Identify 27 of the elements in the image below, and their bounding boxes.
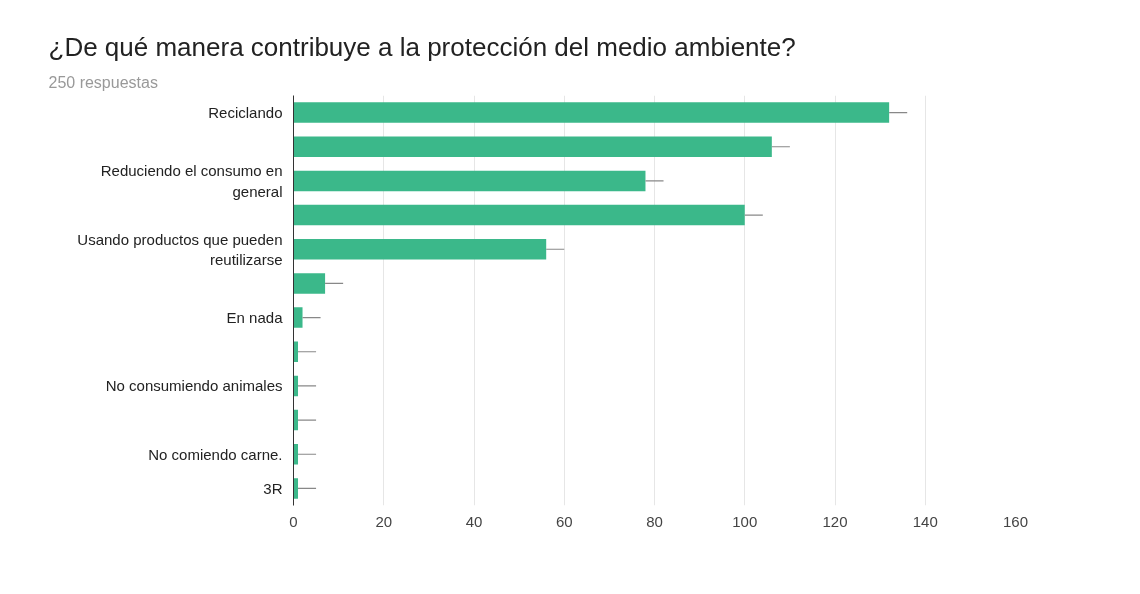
x-tick-label: 120 (822, 512, 848, 530)
bar (293, 273, 326, 294)
bar (293, 478, 299, 499)
text: 250 respuestas (48, 73, 158, 91)
x-tick-label: 140 (912, 512, 938, 530)
y-tick-label: Usando productos que pueden reutilizarse (77, 230, 283, 268)
bar (293, 102, 890, 123)
y-tick-label: No comiendo carne. (148, 445, 283, 463)
bar (293, 204, 745, 226)
x-tick-label: 40 (465, 512, 483, 530)
bar (293, 170, 646, 192)
x-tick-label: 20 (375, 512, 393, 530)
chart-title: ¿De qué manera contribuye a la protección del medio ambiente? (48, 31, 796, 62)
bar (293, 239, 547, 260)
y-tick-label: Reduciendo el consumo en general (100, 162, 283, 200)
bar (293, 444, 299, 465)
y-tick-label: En nada (226, 309, 284, 327)
y-tick-label: Reciclando (208, 104, 283, 122)
bar (293, 136, 772, 157)
x-tick-label: 60 (555, 512, 573, 530)
x-tick-label: 0 (289, 512, 298, 530)
y-tick-label: 3R (263, 479, 283, 497)
y-tick-label: No consumiendo animales (105, 377, 283, 395)
x-tick-label: 80 (646, 512, 663, 530)
bar (293, 307, 303, 328)
x-tick-label: 100 (732, 512, 758, 530)
x-tick-label: 160 (1002, 512, 1029, 530)
